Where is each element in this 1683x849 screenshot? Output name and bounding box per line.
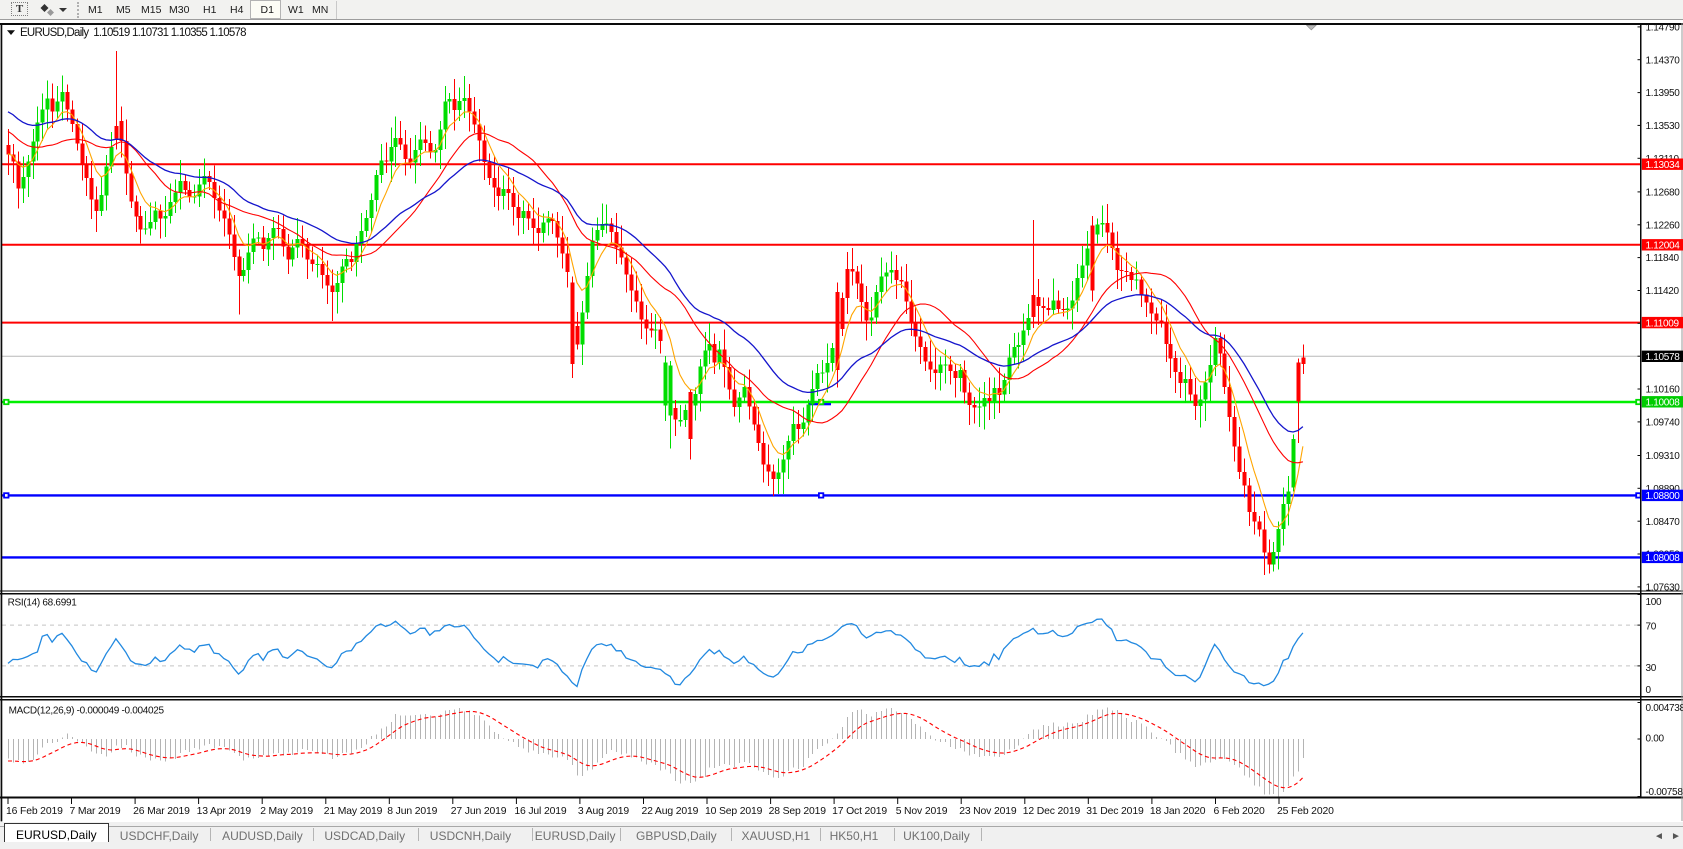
svg-text:26 Mar 2019: 26 Mar 2019 xyxy=(133,806,190,817)
svg-text:22 Aug 2019: 22 Aug 2019 xyxy=(642,806,699,817)
svg-text:1.14790: 1.14790 xyxy=(1646,23,1681,34)
svg-text:0.004738: 0.004738 xyxy=(1646,703,1683,714)
svg-text:23 Nov 2019: 23 Nov 2019 xyxy=(959,806,1017,817)
svg-text:100: 100 xyxy=(1646,597,1663,608)
svg-text:1.13950: 1.13950 xyxy=(1646,88,1681,99)
svg-text:31 Dec 2019: 31 Dec 2019 xyxy=(1086,806,1144,817)
svg-text:17 Oct 2019: 17 Oct 2019 xyxy=(832,806,887,817)
svg-text:70: 70 xyxy=(1646,621,1657,632)
svg-text:1.10578: 1.10578 xyxy=(1646,352,1681,363)
svg-text:EURUSD,Daily 1.10519 1.10731: EURUSD,Daily 1.10519 1.10731 1.10355 1.1… xyxy=(20,27,246,39)
svg-text:1.11009: 1.11009 xyxy=(1646,318,1680,329)
svg-text:6 Feb 2020: 6 Feb 2020 xyxy=(1214,806,1265,817)
svg-text:1.13034: 1.13034 xyxy=(1646,160,1681,171)
svg-text:1.08800: 1.08800 xyxy=(1646,491,1681,502)
svg-text:1.13530: 1.13530 xyxy=(1646,121,1681,132)
svg-text:1.12680: 1.12680 xyxy=(1646,188,1681,199)
svg-text:1.07630: 1.07630 xyxy=(1646,583,1681,594)
svg-text:1.08890: 1.08890 xyxy=(1646,484,1681,495)
svg-text:1.12004: 1.12004 xyxy=(1646,241,1681,252)
svg-text:1.09310: 1.09310 xyxy=(1646,451,1681,462)
svg-text:7 Mar 2019: 7 Mar 2019 xyxy=(70,806,121,817)
svg-text:3 Aug 2019: 3 Aug 2019 xyxy=(578,806,629,817)
svg-text:1.11840: 1.11840 xyxy=(1646,253,1680,264)
svg-text:2 May 2019: 2 May 2019 xyxy=(260,806,313,817)
svg-text:1.14370: 1.14370 xyxy=(1646,55,1681,66)
svg-text:1.08470: 1.08470 xyxy=(1646,517,1681,528)
svg-text:16 Feb 2019: 16 Feb 2019 xyxy=(6,806,63,817)
svg-text:1.11420: 1.11420 xyxy=(1646,286,1680,297)
svg-text:8 Jun 2019: 8 Jun 2019 xyxy=(387,806,437,817)
svg-text:16 Jul 2019: 16 Jul 2019 xyxy=(514,806,566,817)
svg-text:0.00: 0.00 xyxy=(1646,733,1665,744)
svg-text:30: 30 xyxy=(1646,663,1657,674)
svg-text:25 Feb 2020: 25 Feb 2020 xyxy=(1277,806,1334,817)
svg-text:27 Jun 2019: 27 Jun 2019 xyxy=(451,806,507,817)
svg-text:0: 0 xyxy=(1646,685,1652,696)
svg-text:21 May 2019: 21 May 2019 xyxy=(324,806,383,817)
svg-text:1.10160: 1.10160 xyxy=(1646,385,1681,396)
svg-text:1.08008: 1.08008 xyxy=(1646,553,1681,564)
svg-text:1.09740: 1.09740 xyxy=(1646,418,1681,429)
svg-text:5 Nov 2019: 5 Nov 2019 xyxy=(896,806,948,817)
svg-text:18 Jan 2020: 18 Jan 2020 xyxy=(1150,806,1206,817)
svg-text:12 Dec 2019: 12 Dec 2019 xyxy=(1023,806,1081,817)
svg-text:RSI(14) 68.6991: RSI(14) 68.6991 xyxy=(8,598,78,609)
svg-text:28 Sep 2019: 28 Sep 2019 xyxy=(769,806,827,817)
svg-text:13 Apr 2019: 13 Apr 2019 xyxy=(197,806,252,817)
svg-text:1.10008: 1.10008 xyxy=(1646,398,1681,409)
svg-text:-0.007584: -0.007584 xyxy=(1646,787,1683,798)
svg-text:1.12260: 1.12260 xyxy=(1646,220,1681,231)
svg-text:MACD(12,26,9) -0.000049 -0.004: MACD(12,26,9) -0.000049 -0.004025 xyxy=(9,706,165,717)
svg-text:10 Sep 2019: 10 Sep 2019 xyxy=(705,806,763,817)
